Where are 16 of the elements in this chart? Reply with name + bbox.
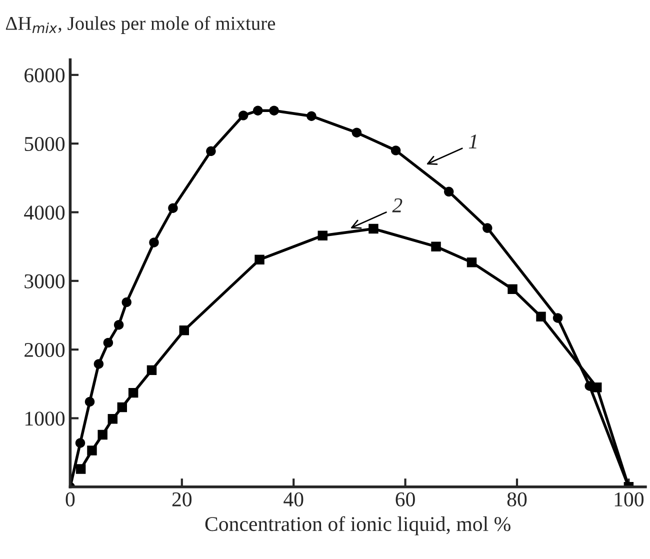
x-tick-label: 80 xyxy=(507,492,527,506)
x-tick-label: 0 xyxy=(66,492,75,506)
annotation: 1 xyxy=(468,134,476,148)
x-tick-label: 20 xyxy=(172,492,192,506)
y-tick-label: 2000 xyxy=(24,342,65,357)
x-tick-label: 100 xyxy=(614,492,644,506)
x-tick-label: 40 xyxy=(284,492,304,506)
x-tick-label: 60 xyxy=(396,492,415,506)
y-axis-title: ΔH$_{mix}$, Joules per mole of mixture xyxy=(6,16,276,34)
y-tick-label: 4000 xyxy=(24,206,65,220)
y-tick-label: 1000 xyxy=(26,412,65,426)
x-axis-title: Concentration of ionic liquid, mol % xyxy=(205,516,510,536)
y-tick-label: 3000 xyxy=(24,274,65,288)
y-tick-label: 6000 xyxy=(24,68,65,82)
y-tick-label: 5000 xyxy=(24,136,65,152)
annotation: 2 xyxy=(392,198,402,212)
